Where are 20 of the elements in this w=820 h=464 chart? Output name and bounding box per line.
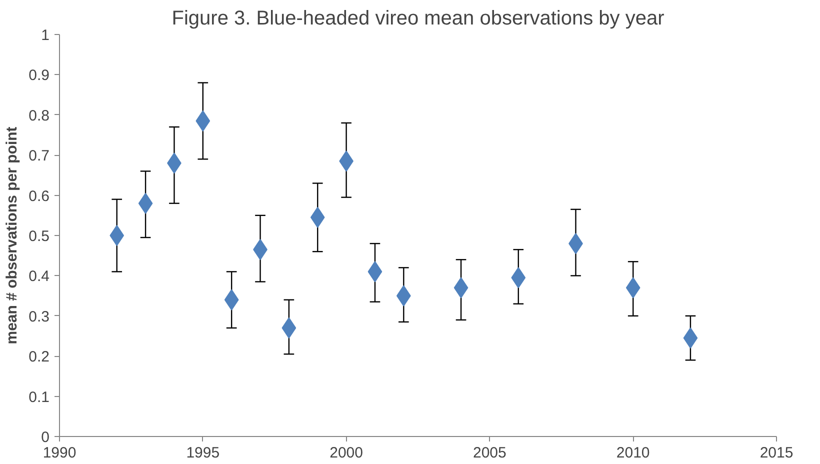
x-tick-label: 1990 — [42, 444, 76, 462]
y-tick-label: 0.1 — [28, 388, 50, 406]
y-tick-label: 0.4 — [28, 268, 50, 286]
x-tick-label: 2015 — [760, 444, 794, 462]
chart-title: Figure 3. Blue-headed vireo mean observations by year — [172, 8, 665, 30]
x-tick-label: 1995 — [186, 444, 220, 462]
y-tick-label: 0.3 — [28, 308, 50, 326]
y-tick-label: 0.8 — [28, 107, 50, 124]
x-tick-label: 2010 — [616, 444, 650, 462]
x-tick-label: 2000 — [330, 444, 363, 462]
y-tick-label: 0.6 — [28, 188, 50, 205]
y-tick-label: 0.5 — [28, 228, 50, 245]
y-tick-label: 0.9 — [28, 67, 50, 84]
y-tick-label: 1 — [41, 27, 50, 44]
y-tick-label: 0.2 — [28, 348, 50, 366]
point — [110, 225, 124, 246]
y-tick-label: 0.7 — [28, 148, 50, 165]
y-tick-label: 0 — [41, 429, 50, 446]
x-tick-label: 2005 — [473, 444, 506, 462]
y-axis-title: mean # observations per point — [4, 126, 21, 344]
